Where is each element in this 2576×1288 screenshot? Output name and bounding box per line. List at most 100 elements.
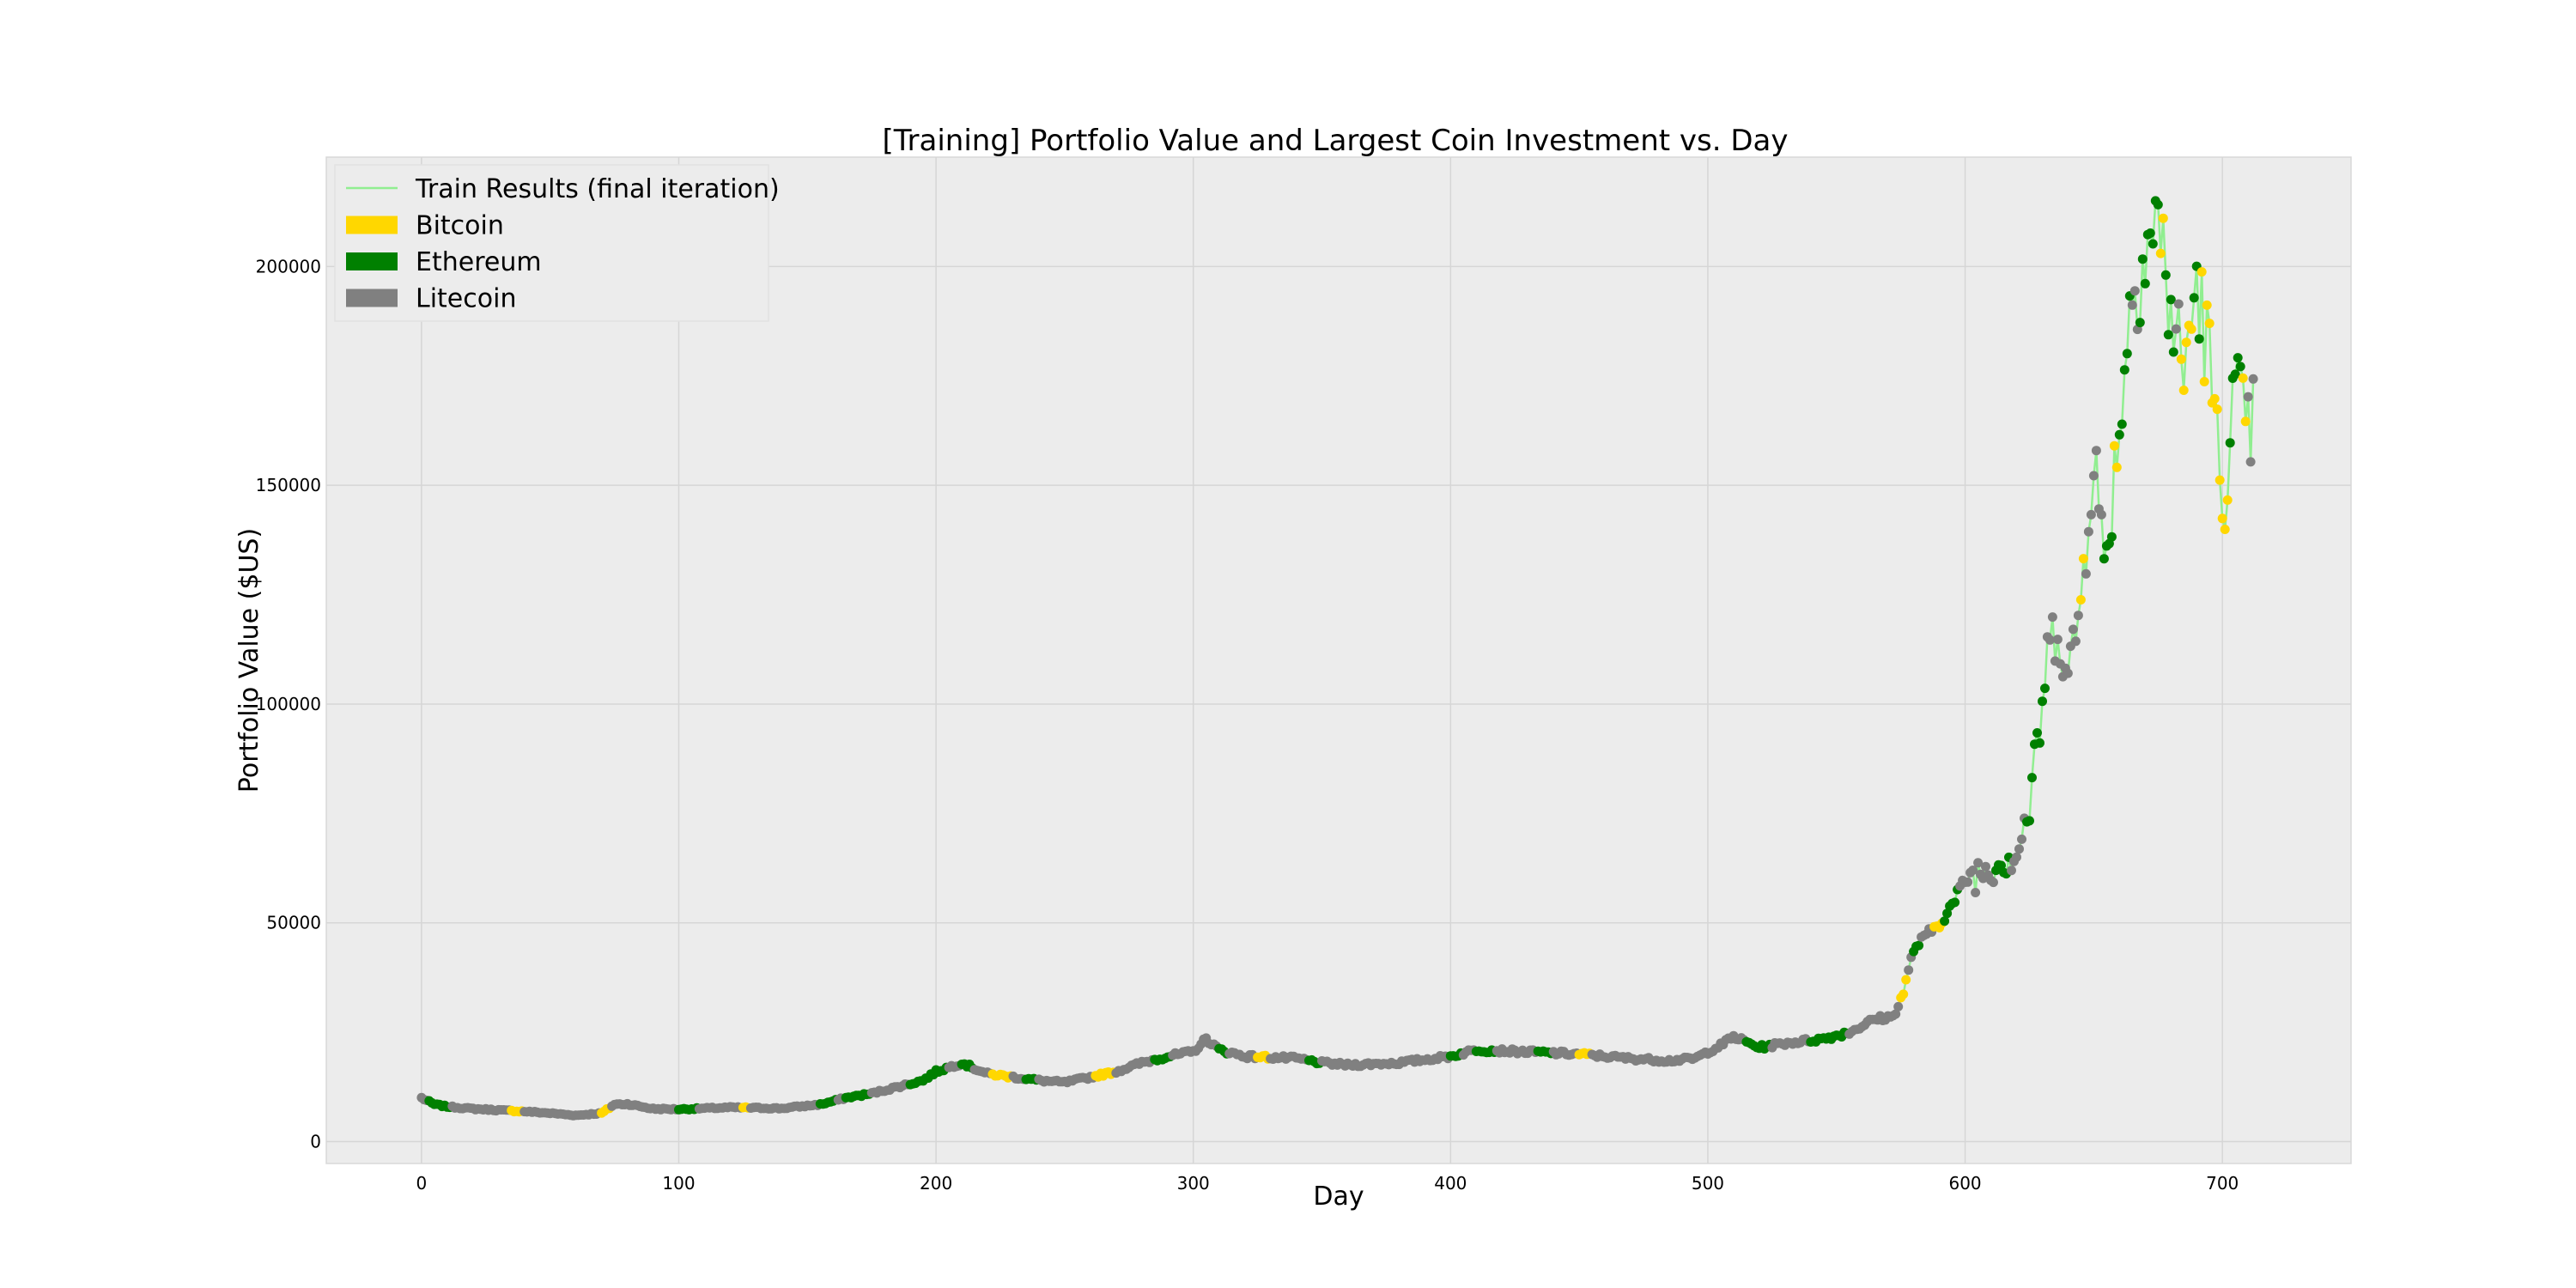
data-point-ethereum	[2194, 334, 2204, 344]
data-point-litecoin	[2081, 568, 2091, 579]
legend: Train Results (final iteration) Bitcoin Et…	[334, 164, 780, 322]
data-point-ethereum	[2163, 330, 2173, 340]
data-point-litecoin	[1968, 866, 1978, 875]
data-point-bitcoin	[2075, 595, 2086, 605]
data-point-litecoin	[2171, 324, 2181, 334]
legend-label: Bitcoin	[416, 211, 504, 241]
data-point-litecoin	[2083, 526, 2093, 537]
legend-swatch-ethereum	[346, 252, 398, 270]
data-point-ethereum	[2040, 683, 2050, 694]
legend-swatch-litecoin	[346, 289, 398, 307]
data-points	[416, 196, 2258, 1121]
data-point-litecoin	[2012, 852, 2021, 862]
data-point-ethereum	[2168, 347, 2178, 357]
data-point-bitcoin	[2209, 393, 2220, 404]
data-point-ethereum	[2140, 278, 2150, 289]
data-point-ethereum	[2099, 554, 2109, 564]
data-point-bitcoin	[2111, 462, 2122, 472]
data-point-bitcoin	[2217, 513, 2227, 524]
data-point-ethereum	[2166, 295, 2176, 305]
x-tick-label: 500	[1692, 1173, 1724, 1194]
data-point-ethereum	[1914, 940, 1924, 951]
data-point-bitcoin	[2199, 377, 2209, 386]
data-point-litecoin	[2091, 446, 2101, 456]
legend-box	[334, 164, 769, 322]
data-point-litecoin	[1893, 1001, 1904, 1012]
y-tick-label: 200000	[256, 256, 321, 276]
data-point-bitcoin	[2212, 404, 2222, 415]
data-point-litecoin	[1981, 861, 1990, 872]
y-axis-label: Portfolio Value ($US)	[234, 528, 264, 793]
data-point-litecoin	[2129, 286, 2140, 296]
data-point-litecoin	[2014, 844, 2024, 854]
legend-swatch-bitcoin	[346, 216, 398, 234]
data-point-ethereum	[2137, 254, 2148, 264]
data-point-litecoin	[2017, 834, 2026, 844]
x-axis-ticks: 0 100 200 300 400 500 600 700	[416, 1173, 2239, 1194]
chart-title: [Training] Portfolio Value and Largest C…	[883, 124, 1789, 158]
y-tick-label: 100000	[256, 694, 321, 714]
x-tick-label: 100	[662, 1173, 695, 1194]
data-point-bitcoin	[2155, 248, 2166, 258]
x-tick-label: 700	[2206, 1173, 2239, 1194]
data-point-ethereum	[2025, 816, 2034, 826]
data-point-ethereum	[2160, 270, 2171, 280]
data-point-litecoin	[2127, 300, 2137, 310]
data-point-ethereum	[2122, 349, 2132, 359]
data-point-litecoin	[1973, 858, 1984, 868]
data-point-bitcoin	[2238, 373, 2248, 383]
data-point-ethereum	[2230, 369, 2240, 380]
data-point-litecoin	[2173, 299, 2184, 309]
data-point-ethereum	[2035, 738, 2044, 748]
data-point-bitcoin	[2078, 554, 2088, 564]
data-point-litecoin	[2088, 471, 2099, 481]
data-point-ethereum	[1940, 916, 1950, 927]
legend-label: Litecoin	[416, 284, 516, 314]
data-point-bitcoin	[2158, 213, 2168, 223]
data-point-litecoin	[2063, 668, 2073, 678]
data-point-bitcoin	[2109, 440, 2119, 451]
data-point-ethereum	[2135, 318, 2145, 328]
data-point-bitcoin	[2240, 416, 2251, 427]
data-point-ethereum	[2119, 365, 2129, 375]
data-point-litecoin	[2044, 635, 2055, 645]
data-point-ethereum	[2027, 773, 2037, 783]
data-point-litecoin	[1963, 877, 1973, 887]
data-point-litecoin	[1891, 1009, 1901, 1019]
data-point-bitcoin	[2181, 337, 2191, 348]
data-point-ethereum	[2114, 429, 2124, 440]
legend-label: Train Results (final iteration)	[415, 174, 780, 204]
data-point-bitcoin	[2202, 300, 2212, 310]
data-point-ethereum	[2235, 361, 2245, 372]
data-point-ethereum	[2106, 532, 2117, 542]
data-point-litecoin	[1989, 878, 1998, 888]
x-tick-label: 400	[1434, 1173, 1467, 1194]
x-tick-label: 600	[1948, 1173, 1981, 1194]
data-point-bitcoin	[2220, 525, 2230, 534]
data-point-litecoin	[2245, 457, 2256, 467]
data-point-ethereum	[2189, 293, 2199, 303]
data-point-bitcoin	[1899, 989, 1909, 999]
data-point-ethereum	[2148, 239, 2158, 249]
x-tick-label: 300	[1177, 1173, 1210, 1194]
x-axis-label: Day	[1313, 1182, 1364, 1212]
data-point-bitcoin	[2196, 267, 2207, 277]
data-point-litecoin	[2073, 611, 2083, 621]
data-point-litecoin	[2052, 635, 2063, 645]
legend-label: Ethereum	[416, 247, 542, 277]
data-point-ethereum	[2225, 438, 2235, 448]
data-point-bitcoin	[1901, 975, 1911, 985]
data-point-bitcoin	[2176, 354, 2186, 364]
data-point-litecoin	[2248, 374, 2258, 384]
data-point-litecoin	[2096, 509, 2106, 519]
data-point-litecoin	[1971, 888, 1981, 897]
data-point-litecoin	[2007, 866, 2016, 876]
x-tick-label: 0	[416, 1173, 427, 1194]
data-point-litecoin	[2070, 636, 2081, 647]
data-point-bitcoin	[2186, 324, 2196, 334]
data-point-litecoin	[2086, 509, 2096, 519]
data-point-ethereum	[2038, 696, 2047, 707]
data-point-litecoin	[2243, 392, 2253, 402]
data-point-litecoin	[1904, 965, 1914, 975]
